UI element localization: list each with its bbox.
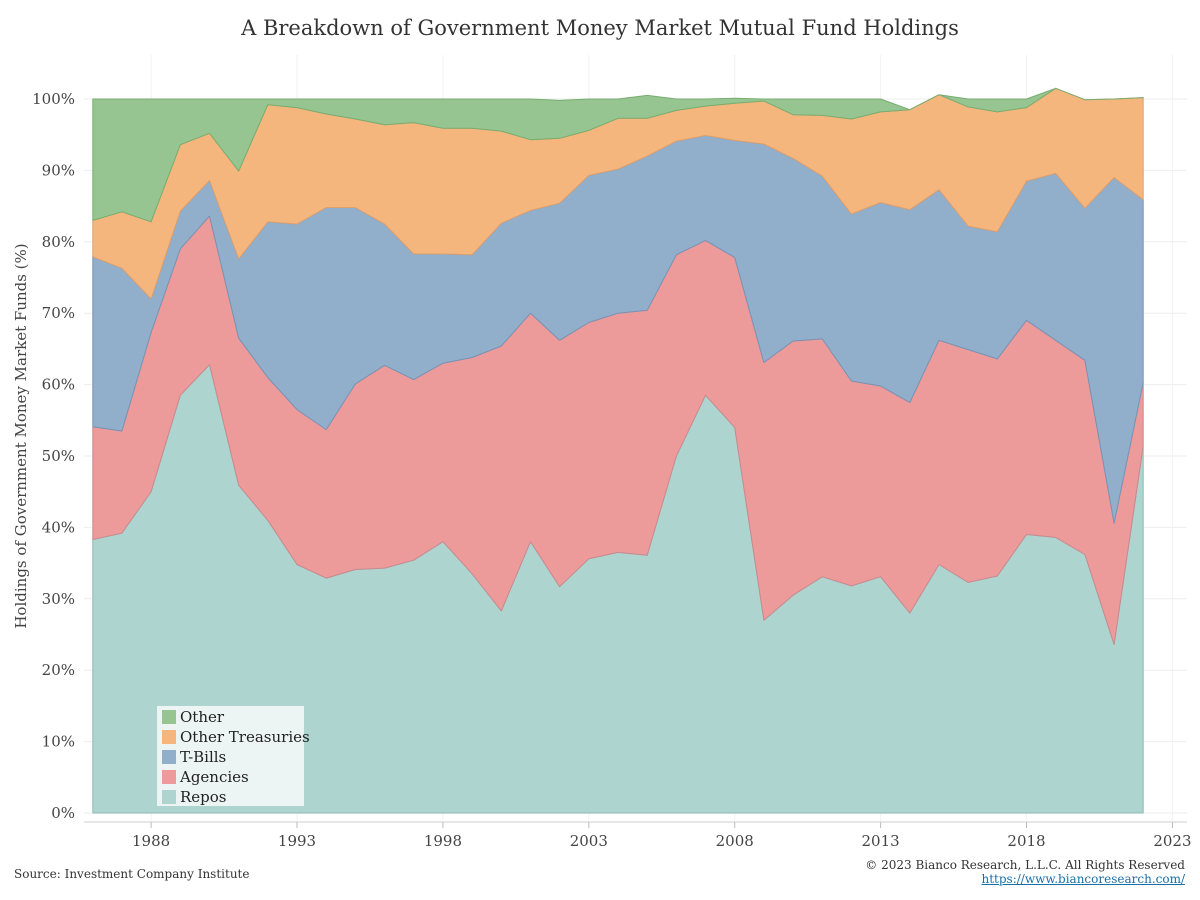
y-tick-label-10: 10%: [42, 733, 75, 751]
copyright-note: © 2023 Bianco Research, L.L.C. All Right…: [865, 858, 1185, 872]
chart-title: A Breakdown of Government Money Market M…: [241, 16, 959, 40]
x-tick-label-1998: 1998: [424, 832, 462, 850]
legend-swatch-t-bills: [162, 750, 176, 764]
legend-label-repos: Repos: [180, 788, 227, 806]
x-tick-label-2013: 2013: [862, 832, 900, 850]
legend-label-t-bills: T-Bills: [180, 748, 227, 766]
y-tick-label-100: 100%: [32, 90, 75, 108]
legend-label-agencies: Agencies: [180, 768, 249, 786]
legend: Other Other Treasuries T-Bills Agencies …: [157, 706, 310, 806]
y-tick-label-30: 30%: [42, 590, 75, 608]
y-tick-label-60: 60%: [42, 376, 75, 394]
y-tick-label-50: 50%: [42, 447, 75, 465]
x-axis-ticks: 1988 1993 1998 2003 2008 2013 2018 2023: [132, 822, 1192, 850]
y-axis-ticks: 0% 10% 20% 30% 40% 50% 60% 70% 80% 90% 100%: [32, 90, 75, 822]
y-tick-label-80: 80%: [42, 233, 75, 251]
legend-swatch-other-treasuries: [162, 730, 176, 744]
area-series-other: [92, 87, 1144, 223]
stacked-areas: [92, 87, 1144, 814]
y-tick-label-70: 70%: [42, 304, 75, 322]
legend-swatch-agencies: [162, 770, 176, 784]
legend-swatch-repos: [162, 790, 176, 804]
x-tick-label-2023: 2023: [1153, 832, 1191, 850]
legend-label-other: Other: [180, 708, 225, 726]
source-note: Source: Investment Company Institute: [14, 867, 250, 881]
y-tick-label-40: 40%: [42, 518, 75, 536]
x-tick-label-1988: 1988: [132, 832, 170, 850]
legend-swatch-other: [162, 710, 176, 724]
x-tick-label-1993: 1993: [278, 832, 316, 850]
source-link[interactable]: https://www.biancoresearch.com/: [981, 872, 1185, 886]
y-tick-label-90: 90%: [42, 161, 75, 179]
y-tick-label-0: 0%: [51, 804, 75, 822]
legend-label-other-treasuries: Other Treasuries: [180, 728, 310, 746]
x-tick-label-2003: 2003: [570, 832, 608, 850]
x-tick-label-2018: 2018: [1007, 832, 1045, 850]
y-tick-label-20: 20%: [42, 661, 75, 679]
x-tick-label-2008: 2008: [716, 832, 754, 850]
